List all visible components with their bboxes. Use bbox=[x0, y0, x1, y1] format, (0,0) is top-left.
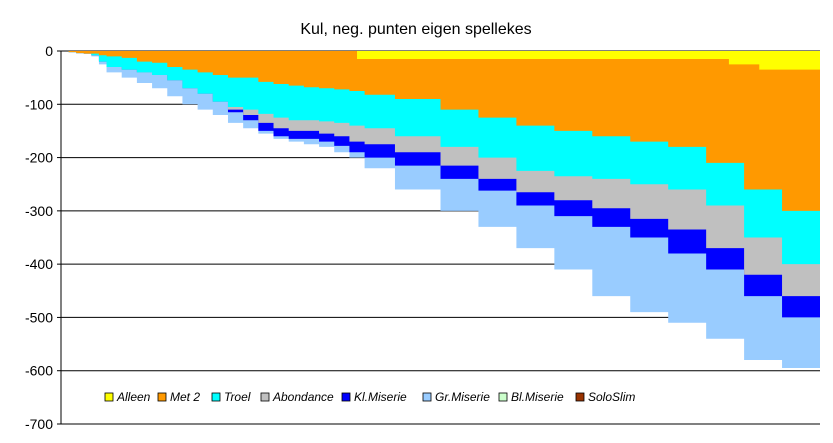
legend-label: SoloSlim bbox=[588, 390, 635, 404]
y-tick-label: -700 bbox=[25, 416, 53, 432]
y-tick-label: -500 bbox=[25, 309, 53, 325]
y-tick-label: -600 bbox=[25, 363, 53, 379]
chart-title: Kul, neg. punten eigen spellekes bbox=[300, 21, 531, 38]
y-tick-label: -200 bbox=[25, 150, 53, 166]
legend-swatch bbox=[157, 392, 167, 402]
y-axis: 0 -100 -200 -300 -400 -500 -600 -700 bbox=[25, 43, 62, 432]
legend-swatch bbox=[211, 392, 221, 402]
y-tick-label: -400 bbox=[25, 256, 53, 272]
area-series bbox=[61, 51, 820, 371]
legend-label: Bl.Miserie bbox=[511, 390, 564, 404]
legend-label: Abondance bbox=[272, 390, 334, 404]
legend-swatch bbox=[498, 392, 508, 402]
y-tick-label: -100 bbox=[25, 96, 53, 112]
legend-label: Kl.Miserie bbox=[354, 390, 407, 404]
legend-swatch bbox=[260, 392, 270, 402]
legend: Alleen Met 2 Troel Abondance Kl.Miserie Gr.Mi… bbox=[104, 390, 635, 404]
legend-swatch bbox=[422, 392, 432, 402]
legend-label: Gr.Miserie bbox=[435, 390, 490, 404]
legend-label: Alleen bbox=[116, 390, 151, 404]
legend-swatch bbox=[104, 392, 114, 402]
legend-swatch bbox=[575, 392, 585, 402]
legend-swatch bbox=[341, 392, 351, 402]
area-alleen bbox=[61, 51, 820, 70]
y-tick-label: 0 bbox=[45, 43, 53, 59]
legend-label: Troel bbox=[224, 390, 251, 404]
area-met-2 bbox=[61, 51, 820, 222]
legend-label: Met 2 bbox=[170, 390, 200, 404]
y-tick-label: -300 bbox=[25, 203, 53, 219]
